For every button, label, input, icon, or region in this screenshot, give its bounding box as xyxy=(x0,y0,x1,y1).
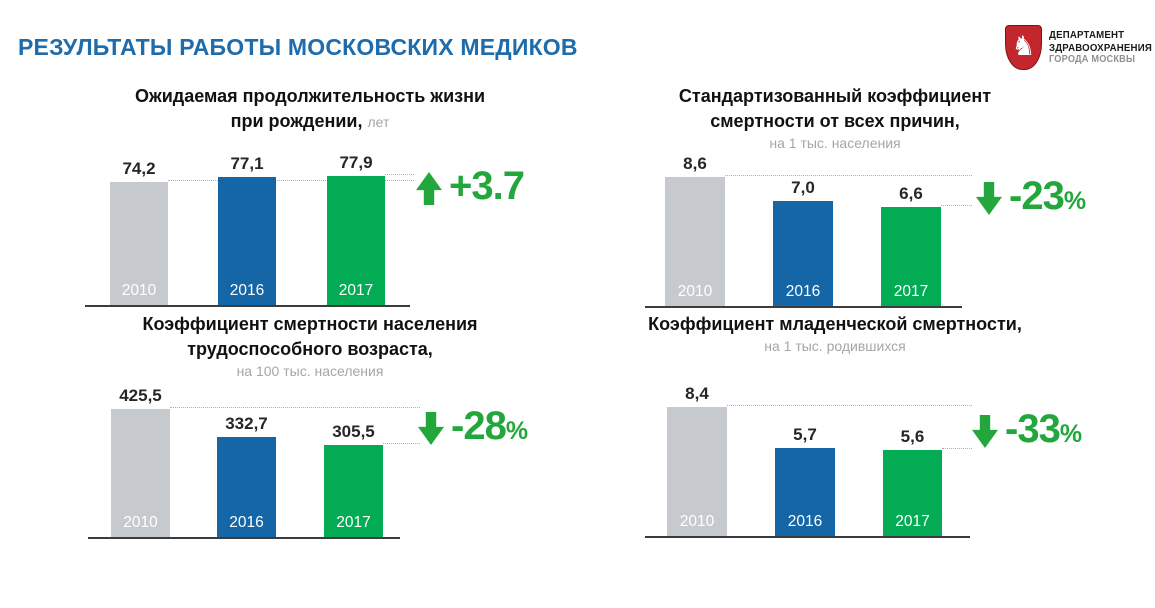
change-value: +3.7 xyxy=(449,164,525,208)
chart-title: Коэффициент смертности населения трудосп… xyxy=(60,312,560,362)
chart-title: Коэффициент младенческой смертности, xyxy=(600,312,1070,337)
bar-2010: 8,6 2010 xyxy=(665,153,725,306)
chart-title-line2: трудоспособного возраста, xyxy=(187,339,433,359)
down-arrow-icon xyxy=(418,412,444,445)
x-axis-line xyxy=(88,537,400,539)
bar-rect: 2016 xyxy=(775,448,835,536)
bar-year-label: 2017 xyxy=(336,514,371,531)
bar-2016: 7,0 2016 xyxy=(773,177,833,306)
bar-2010: 425,5 2010 xyxy=(111,385,170,537)
change-indicator: -28% xyxy=(418,403,528,454)
dotted-leader-2010 xyxy=(168,180,414,181)
bar-2017: 305,5 2017 xyxy=(324,421,383,537)
chart-title-line2: смертности от всех причин, xyxy=(710,111,960,131)
chart-standardized-mortality: Стандартизованный коэффициент смертности… xyxy=(600,84,1140,324)
st-george-emblem-icon: ♞ xyxy=(1011,30,1036,62)
bar-value-label: 5,7 xyxy=(793,425,817,444)
bar-rect: 2017 xyxy=(327,176,385,305)
dotted-leader-2010 xyxy=(727,405,972,406)
change-indicator: -23% xyxy=(976,173,1086,224)
bar-value-label: 305,5 xyxy=(332,422,375,441)
chart-working-age-mortality: Коэффициент смертности населения трудосп… xyxy=(60,308,560,548)
bar-value-label: 332,7 xyxy=(225,414,268,433)
bar-2010: 74,2 2010 xyxy=(110,158,168,305)
bar-value-label: 8,4 xyxy=(685,384,709,403)
bar-year-label: 2016 xyxy=(787,513,823,530)
change-indicator: -33% xyxy=(972,406,1082,457)
dotted-leader-2010 xyxy=(725,175,972,176)
page-title: РЕЗУЛЬТАТЫ РАБОТЫ МОСКОВСКИХ МЕДИКОВ xyxy=(18,34,578,60)
bar-value-label: 77,1 xyxy=(230,154,264,173)
dotted-leader-2010 xyxy=(170,407,420,408)
bar-value-label: 8,6 xyxy=(683,154,707,173)
chart-subtitle: на 100 тыс. населения xyxy=(236,363,384,379)
chart-unit: лет xyxy=(367,114,390,130)
x-axis-line xyxy=(85,305,410,307)
bar-value-label: 7,0 xyxy=(791,178,815,197)
bar-rect: 2017 xyxy=(883,450,942,536)
bar-2016: 332,7 2016 xyxy=(217,413,276,537)
bar-year-label: 2016 xyxy=(229,514,264,531)
dotted-leader-2017 xyxy=(941,205,972,206)
department-logo: ♞ ДЕПАРТАМЕНТ ЗДРАВООХРАНЕНИЯ ГОРОДА МОС… xyxy=(1005,25,1155,70)
change-value: -28% xyxy=(451,404,529,448)
bar-rect: 2017 xyxy=(324,445,383,537)
down-arrow-icon xyxy=(976,182,1002,215)
bar-rect: 2010 xyxy=(110,182,168,305)
change-value: -23% xyxy=(1009,174,1087,218)
chart-life-expectancy: Ожидаемая продолжительность жизни при ро… xyxy=(60,84,560,324)
chart-title: Стандартизованный коэффициент смертности… xyxy=(600,84,1070,134)
bar-year-label: 2016 xyxy=(229,282,265,299)
department-name: ДЕПАРТАМЕНТ ЗДРАВООХРАНЕНИЯ ГОРОДА МОСКВ… xyxy=(1049,25,1155,67)
chart-title-line1: Коэффициент младенческой смертности, xyxy=(648,314,1022,334)
bar-2016: 5,7 2016 xyxy=(775,424,835,536)
bar-rect: 2010 xyxy=(111,409,170,537)
bar-rect: 2016 xyxy=(773,201,833,306)
bar-2016: 77,1 2016 xyxy=(218,153,276,305)
dotted-leader-2017 xyxy=(385,174,414,175)
bar-value-label: 425,5 xyxy=(119,386,162,405)
down-arrow-icon xyxy=(972,415,998,448)
bar-year-label: 2017 xyxy=(893,283,929,300)
bar-rect: 2016 xyxy=(218,177,276,305)
moscow-coat-of-arms-icon: ♞ xyxy=(1005,25,1042,70)
dotted-leader-2017 xyxy=(942,448,972,449)
bar-2017: 5,6 2017 xyxy=(883,426,942,536)
change-indicator: +3.7 xyxy=(416,163,525,214)
bar-year-label: 2016 xyxy=(785,283,821,300)
bar-year-label: 2017 xyxy=(338,282,374,299)
bar-year-label: 2010 xyxy=(123,514,158,531)
bar-year-label: 2010 xyxy=(677,283,713,300)
bar-value-label: 5,6 xyxy=(900,427,925,446)
logo-line-3: ГОРОДА МОСКВЫ xyxy=(1049,54,1136,65)
chart-title-line1: Ожидаемая продолжительность жизни xyxy=(134,86,486,106)
logo-line-2: ЗДРАВООХРАНЕНИЯ xyxy=(1049,41,1152,54)
bar-rect: 2010 xyxy=(665,177,725,306)
chart-title-line1: Стандартизованный коэффициент xyxy=(678,86,992,106)
bar-year-label: 2017 xyxy=(895,513,930,530)
x-axis-line xyxy=(645,536,970,538)
chart-title-line2: при рождении, лет xyxy=(230,111,390,131)
dotted-leader-2017 xyxy=(383,443,420,444)
bar-2010: 8,4 2010 xyxy=(667,383,727,536)
x-axis-line xyxy=(645,306,962,308)
chart-infant-mortality: Коэффициент младенческой смертности, на … xyxy=(600,308,1140,548)
bar-year-label: 2010 xyxy=(121,282,157,299)
logo-line-1: ДЕПАРТАМЕНТ xyxy=(1049,29,1125,41)
bar-value-label: 77,9 xyxy=(339,153,373,172)
bar-rect: 2016 xyxy=(217,437,276,537)
bar-2017: 6,6 2017 xyxy=(881,183,941,306)
bar-value-label: 6,6 xyxy=(899,184,923,203)
chart-title-line1: Коэффициент смертности населения xyxy=(142,314,478,334)
bar-year-label: 2010 xyxy=(679,513,715,530)
bar-2017: 77,9 2017 xyxy=(327,152,385,305)
bar-rect: 2010 xyxy=(667,407,727,536)
change-value: -33% xyxy=(1005,407,1083,451)
chart-subtitle: на 1 тыс. населения xyxy=(769,135,901,151)
chart-title: Ожидаемая продолжительность жизни при ро… xyxy=(60,84,560,135)
up-arrow-icon xyxy=(416,172,442,205)
chart-subtitle: на 1 тыс. родившихся xyxy=(764,338,906,354)
bar-rect: 2017 xyxy=(881,207,941,306)
bar-value-label: 74,2 xyxy=(122,159,156,178)
